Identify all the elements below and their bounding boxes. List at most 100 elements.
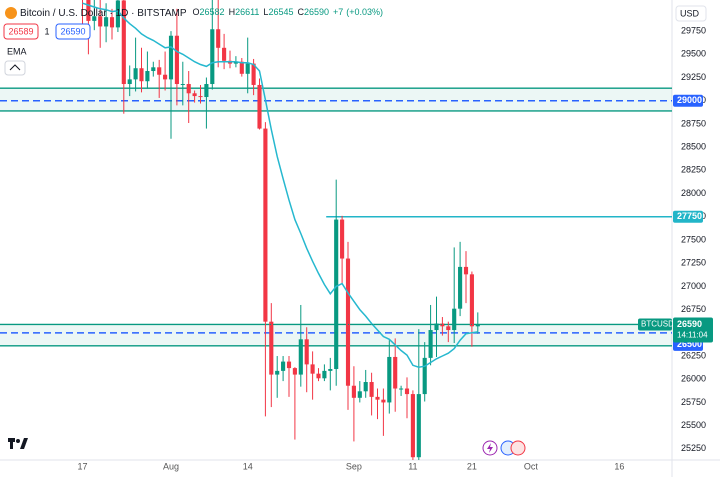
collapse-icon [9,64,21,71]
candle-body [304,339,309,365]
candle-body [257,84,262,129]
ohlc-label: L [263,7,268,17]
y-tick-label: 29500 [681,49,706,59]
candle-body [251,63,256,85]
sell-price[interactable]: 26589 [8,26,33,36]
tv-logo [8,438,28,449]
candle-body [399,388,404,390]
chart-header: Bitcoin / U.S. Dollar · 1D · BITSTAMP O26… [20,7,383,18]
x-tick-label: Sep [346,461,362,471]
x-tick-label: Aug [163,461,179,471]
candle-body [157,67,162,75]
currency[interactable]: USD [680,8,700,18]
candle-body [104,17,109,27]
change: +7 [333,7,343,17]
candle-body [446,326,451,331]
y-tick-label: 28500 [681,142,706,152]
candle-body [458,266,463,309]
candle-body [286,361,292,369]
x-tick-label: 21 [467,461,477,471]
candle-body [174,35,179,85]
y-tick-label: 28000 [681,188,706,198]
candle-body [363,382,368,392]
level-label: 27750 [677,211,702,221]
candle-body [168,35,174,80]
candle-body [210,29,215,85]
countdown: 14:11:04 [677,331,708,340]
candle-body [92,16,97,21]
currency-button[interactable] [675,5,707,22]
sell-button[interactable] [3,23,39,40]
candle-body [109,17,115,28]
symbol-box [638,318,672,331]
candle-body [192,93,197,97]
candle-body [387,356,392,403]
candle-body [186,84,191,94]
candle-body [340,219,345,259]
y-tick-label: 26250 [681,350,706,360]
buy-price[interactable]: 26590 [60,26,85,36]
ohlc-label: H [229,7,236,17]
candle-body [369,382,374,397]
candle-body [310,364,315,374]
candle-body [393,356,398,389]
chart-title: Bitcoin / U.S. Dollar · 1D · BITSTAMP [20,8,187,19]
candle-body [381,399,386,403]
candle-body [269,321,274,375]
y-tick-label: 25500 [681,420,706,430]
level-label-box [673,94,703,107]
candle-body [127,79,132,85]
y-tick-label: 29750 [681,25,706,35]
x-tick-label: 17 [77,461,87,471]
y-tick-label: 28250 [681,165,706,175]
y-tick-label: 27250 [681,258,706,268]
candle-body [216,29,221,48]
event-icons[interactable] [482,440,526,456]
candle-body [292,368,297,375]
candle-body [121,0,126,85]
collapse-button[interactable] [4,60,26,76]
plot [0,0,672,460]
x-tick-label: 14 [243,461,253,471]
candle-body [345,258,351,386]
candle-body [133,68,138,80]
candle-body [145,71,150,82]
candle-body [463,266,469,275]
change-pct: (+0.03%) [346,7,383,17]
candle-body [428,330,433,358]
candle-body [469,274,474,327]
last-price-box [673,317,713,343]
x-tick-label: 16 [614,461,624,471]
y-tick-label: 27000 [681,281,706,291]
y-tick-label: 26000 [681,374,706,384]
ohlc-value: 26590 [304,7,329,17]
candle-body [180,84,185,86]
indicator-legend[interactable]: EMA [7,46,27,56]
level-label-box [673,210,703,223]
symbol-logo [5,7,17,19]
last-price: 26590 [677,319,702,329]
y-tick-label: 26750 [681,304,706,314]
buy-button[interactable] [55,23,91,40]
candle-body [98,16,103,27]
candle-body [151,67,156,72]
ema-line [82,2,478,368]
y-tick-label: 28750 [681,118,706,128]
level-label: 26500 [677,339,702,349]
candle-body [434,323,439,331]
y-tick-label: 27500 [681,234,706,244]
candle-body [163,74,168,80]
candle-body [298,339,303,375]
candle-body [275,370,280,375]
y-tick-label: 25750 [681,397,706,407]
candle-body [222,47,227,61]
candle-body [452,308,457,331]
candle-body [239,61,244,74]
candle-body [375,396,380,400]
candle-body [245,63,250,74]
candle-body [351,385,356,398]
candle-body [328,369,333,371]
x-tick-label: Oct [524,461,539,471]
y-tick-label: 25250 [681,443,706,453]
